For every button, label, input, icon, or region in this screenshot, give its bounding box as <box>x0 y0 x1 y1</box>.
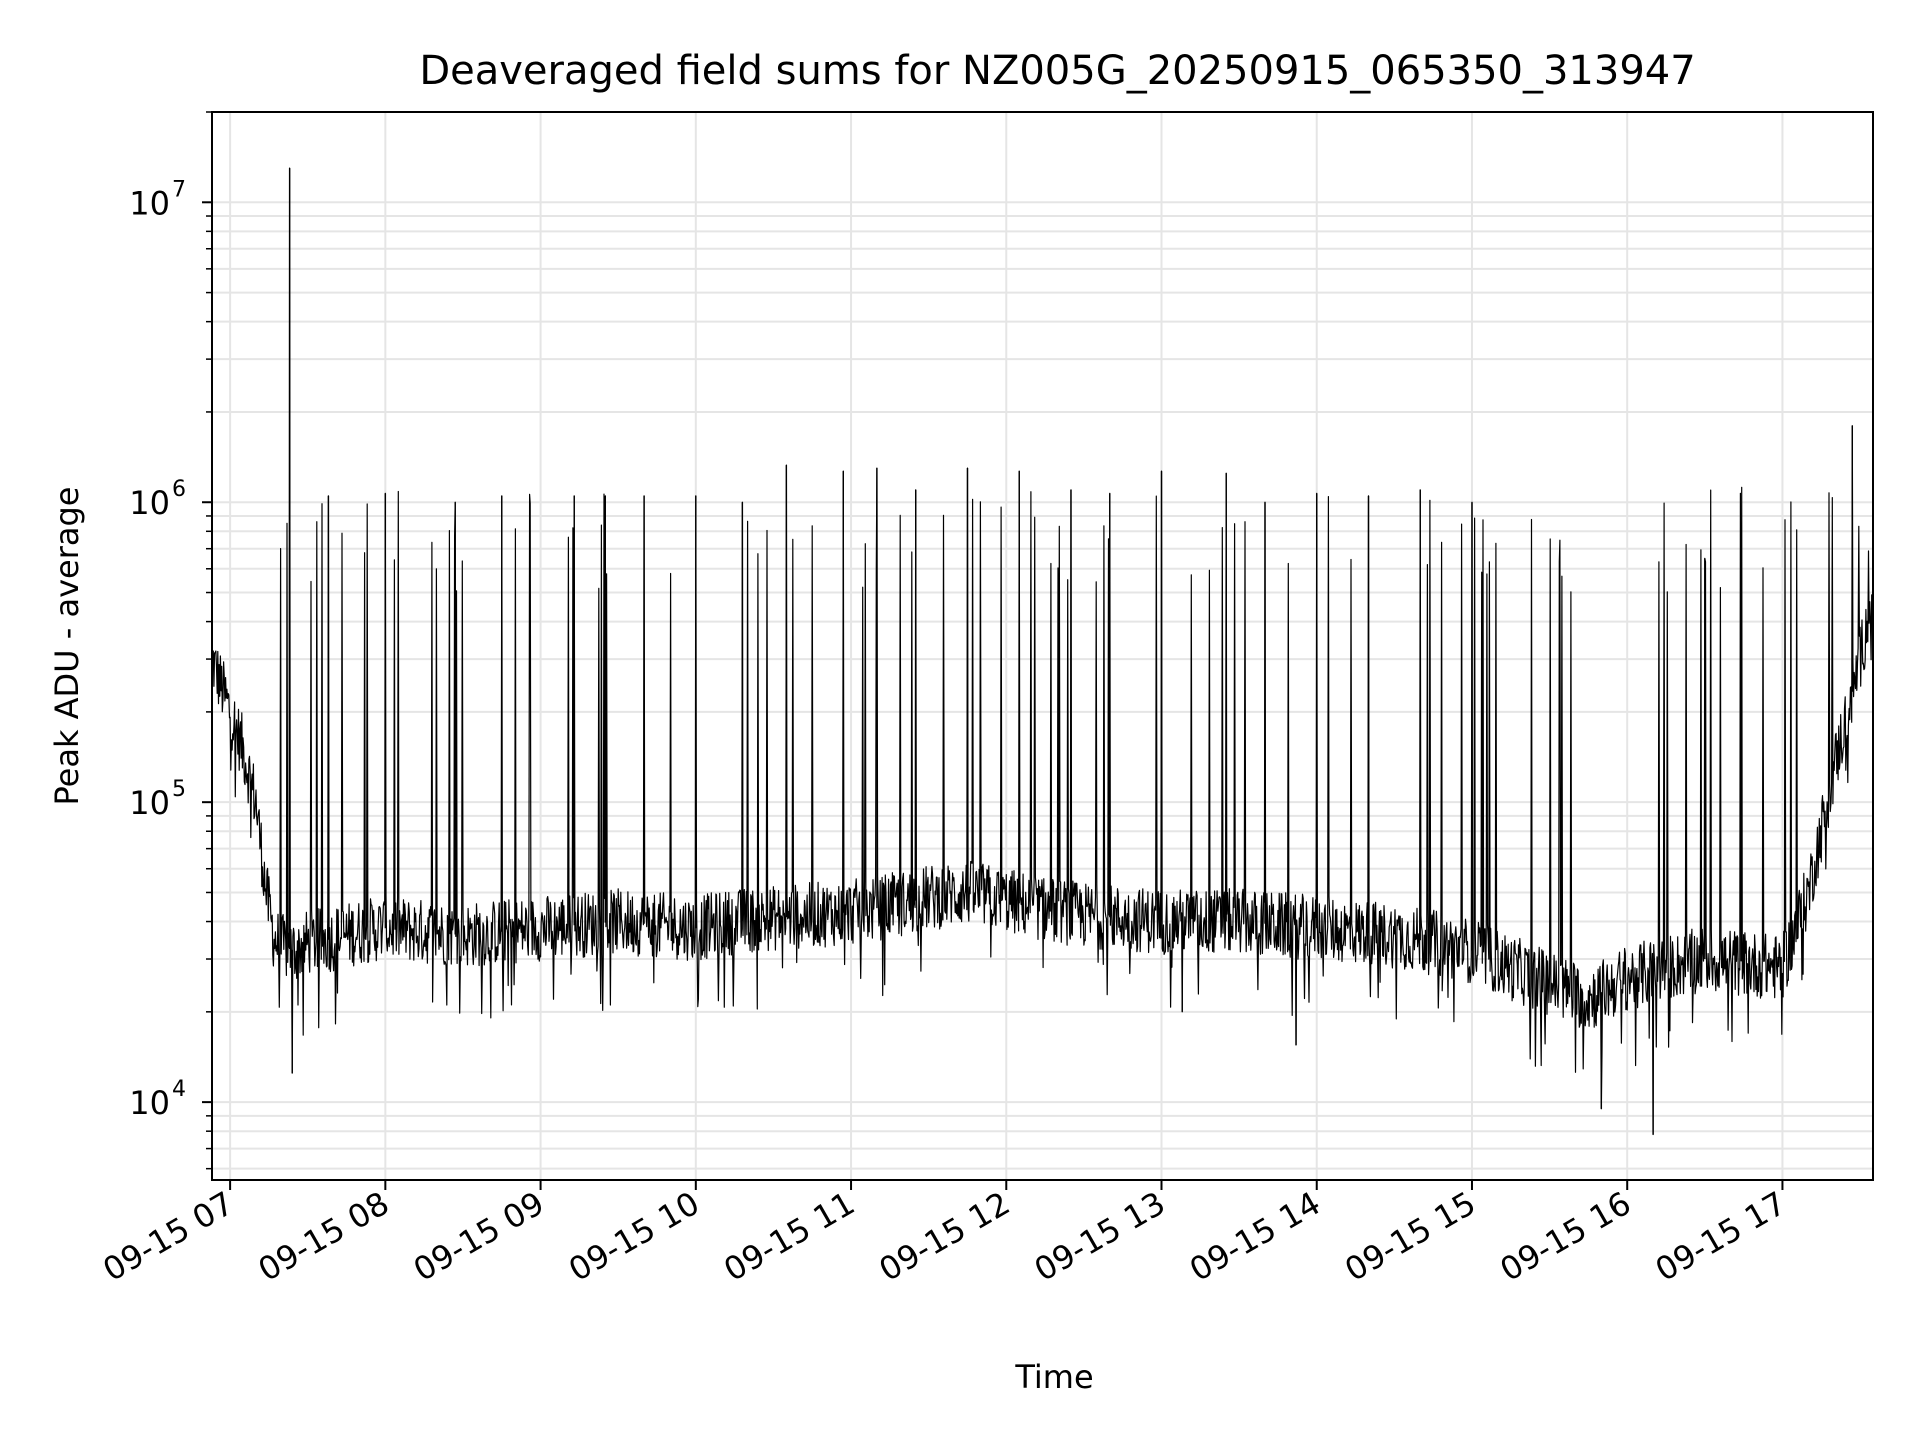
y-tick-label: 10 <box>129 1084 170 1122</box>
y-tick-exponent: 6 <box>172 477 186 502</box>
x-axis-label: Time <box>1014 1358 1093 1396</box>
plot-frame <box>211 111 1874 1181</box>
series-path <box>211 167 1874 1136</box>
y-tick-label: 10 <box>129 184 170 222</box>
y-tick-label: 10 <box>129 484 170 522</box>
y-tick-exponent: 7 <box>172 177 186 202</box>
series-line <box>211 167 1874 1136</box>
y-tick-exponent: 4 <box>172 1077 186 1102</box>
y-axis-label: Peak ADU - average <box>48 487 86 806</box>
y-tick-exponent: 5 <box>172 777 186 802</box>
y-tick-label: 10 <box>129 784 170 822</box>
chart-title: Deaveraged field sums for NZ005G_2025091… <box>419 48 1695 94</box>
